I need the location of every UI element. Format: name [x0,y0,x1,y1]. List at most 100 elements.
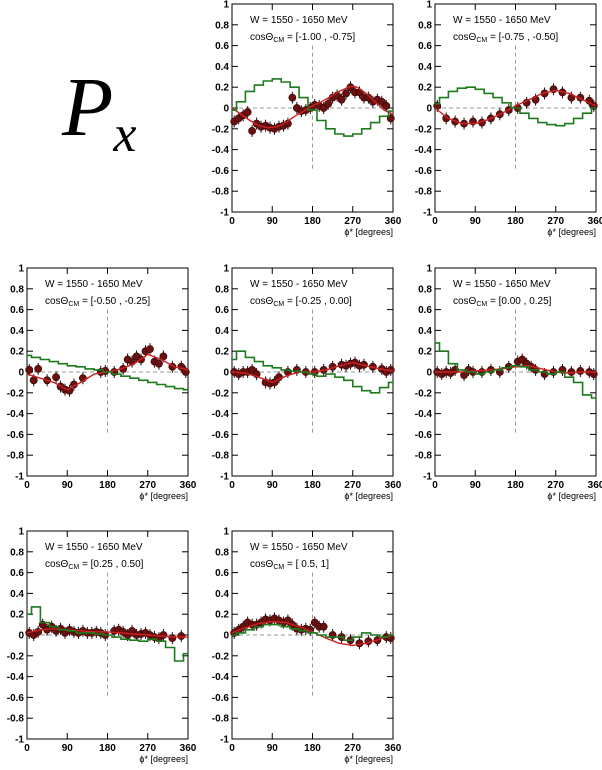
panel-5: 10.80.60.40.20-0.2-0.4-0.6-0.8-10 90 180 27… [415,264,602,502]
y-tick-label: 1 [223,264,229,275]
y-tick-label: -1 [423,472,432,483]
x-tick-label: 360 [180,743,197,754]
y-tick-label: 0 [18,631,24,642]
fit-curve [26,628,188,638]
y-tick-label: 1 [426,0,432,11]
x-tick-label: 90 [470,216,482,227]
panel-1: 10.80.60.40.20-0.2-0.4-0.6-0.8-10 90 180 27… [212,0,402,237]
x-tick-label: 0 [229,216,235,227]
annotation-angle: cosΘCM = [-0.75 , -0.50] [453,32,558,44]
annotation-angle-subscript: CM [476,37,487,44]
y-tick-label: 0.6 [215,41,229,52]
fit-curve [231,85,394,129]
annotation-angle-symbol: cosΘ [453,32,477,43]
y-tick-label: 0 [223,104,229,115]
y-tick-label: -0.8 [7,714,25,725]
fit-curve [434,89,597,125]
x-tick-label: 360 [385,216,402,227]
x-tick-label: 90 [267,480,279,491]
y-tick-label: -0.4 [212,672,230,683]
x-axis-label: ϕ* [degrees] [344,227,393,237]
page-title: Px [62,66,136,164]
y-tick-label: -0.4 [415,145,433,156]
y-tick-label: 0.4 [215,326,229,337]
x-tick-label: 180 [304,216,321,227]
annotation-energy: W = 1550 - 1650 MeV [45,279,143,290]
annotation-angle-symbol: cosΘ [453,296,477,307]
y-tick-label: 0.4 [418,62,432,73]
data-point [576,367,585,375]
y-tick-label: -1 [220,208,229,219]
data-point [324,99,333,108]
y-tick-label: -0.4 [7,672,25,683]
y-tick-label: -0.8 [415,187,433,198]
annotation-angle-subscript: CM [68,301,79,308]
y-tick-label: -1 [15,472,24,483]
data-point [319,622,328,631]
y-tick-label: 1 [223,0,229,11]
data-point [342,89,350,98]
x-tick-label: 180 [304,480,321,491]
y-tick-label: -0.8 [415,451,433,462]
data-point [34,364,43,373]
x-axis-label: ϕ* [degrees] [344,491,393,501]
y-tick-label: -0.2 [415,388,433,399]
y-tick-label: 1 [426,264,432,275]
y-tick-label: -1 [423,208,432,219]
annotation-angle-range: = [-0.25 , 0.00] [284,296,352,307]
y-tick-label: 0.4 [418,326,432,337]
data-point [168,634,177,643]
y-tick-label: -0.8 [7,451,25,462]
x-tick-label: 90 [62,743,74,754]
data-point [243,108,252,117]
y-tick-label: 0.8 [418,20,432,31]
x-tick-label: 270 [547,480,564,491]
x-tick-label: 180 [507,216,524,227]
y-tick-label: -0.2 [7,651,25,662]
y-tick-label: -0.4 [415,409,433,420]
x-tick-label: 90 [267,216,279,227]
annotation-angle: cosΘCM = [-1.00 , -0.75] [250,32,355,44]
y-tick-label: -1 [15,735,24,746]
y-tick-label: 0.8 [418,284,432,295]
annotation-angle-subscript: CM [68,564,79,571]
annotation-angle-subscript: CM [273,37,284,44]
y-tick-label: 0 [426,104,432,115]
y-tick-label: -0.6 [212,693,230,704]
data-point [146,345,154,354]
annotation-angle-subscript: CM [273,564,284,571]
model-histogram [232,78,393,137]
annotation-energy: W = 1550 - 1650 MeV [453,279,551,290]
y-tick-label: -0.2 [212,651,230,662]
y-tick-label: 0.2 [215,610,229,621]
annotation-energy: W = 1550 - 1650 MeV [250,542,348,553]
y-tick-label: 0.2 [10,347,24,358]
y-tick-label: 0.8 [215,547,229,558]
y-tick-label: 0.2 [10,610,24,621]
annotation-angle-range: = [-0.50 , -0.25] [79,296,150,307]
x-tick-label: 0 [229,480,235,491]
y-tick-label: 0.4 [10,589,24,600]
y-tick-label: -0.6 [7,693,25,704]
x-axis-label: ϕ* [degrees] [547,491,596,501]
x-tick-label: 0 [432,480,438,491]
model-histogram [27,354,188,391]
model-histogram [232,623,393,641]
annotation-angle-symbol: cosΘ [250,296,274,307]
annotation-angle-subscript: CM [273,301,284,308]
y-tick-label: 0.8 [215,284,229,295]
y-tick-label: -0.2 [212,124,230,135]
x-axis-label: ϕ* [degrees] [139,754,188,764]
y-tick-label: 1 [18,527,24,538]
annotation-angle-range: = [0.00 , 0.25] [487,296,551,307]
y-tick-label: -0.4 [212,145,230,156]
fit-curve [435,365,596,374]
y-tick-label: 0 [223,368,229,379]
annotation-angle: cosΘCM = [-0.50 , -0.25] [45,296,150,308]
y-tick-label: 0.2 [418,83,432,94]
x-tick-label: 180 [99,743,116,754]
title-sub: x [113,106,137,163]
data-point [248,126,257,135]
y-tick-label: 0.6 [10,568,24,579]
model-histogram [435,342,596,399]
